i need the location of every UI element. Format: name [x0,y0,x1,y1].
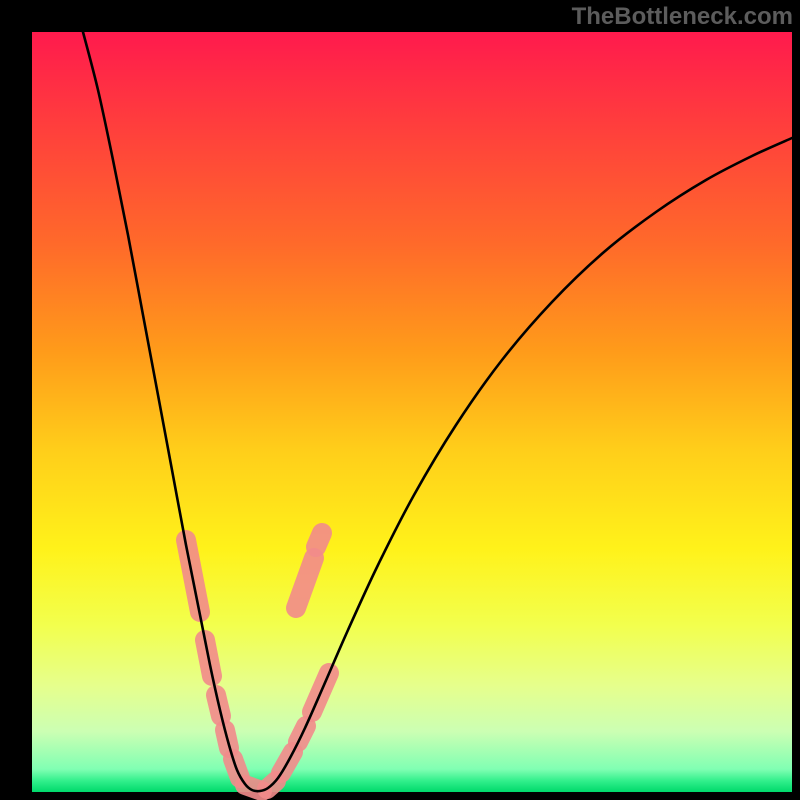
watermark-text: TheBottleneck.com [572,3,793,31]
chart-root: TheBottleneck.com [0,0,800,800]
heatmap-background [32,32,792,792]
